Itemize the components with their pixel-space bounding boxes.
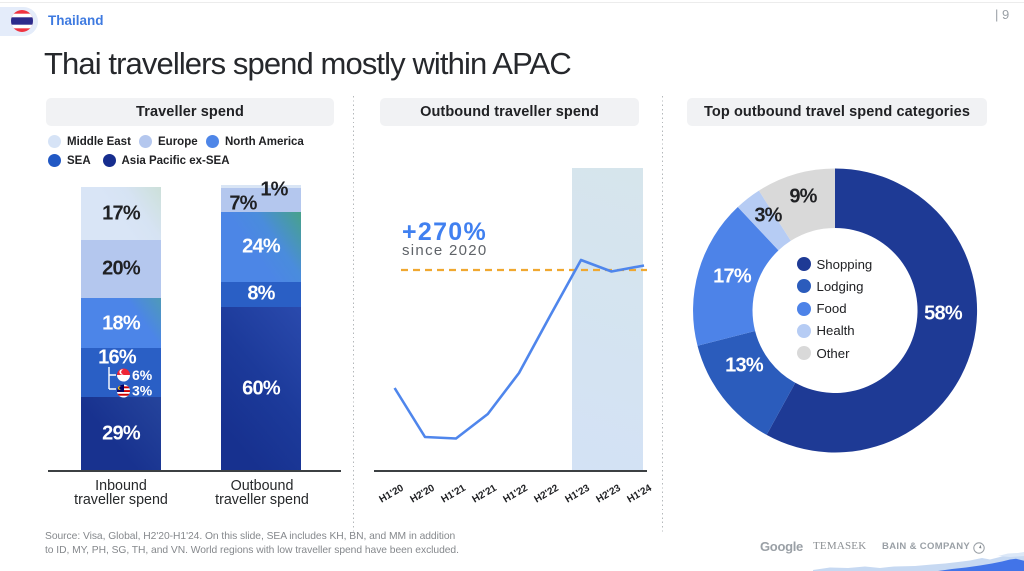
- svg-text:6%: 6%: [132, 367, 153, 383]
- svg-text:3%: 3%: [132, 383, 153, 399]
